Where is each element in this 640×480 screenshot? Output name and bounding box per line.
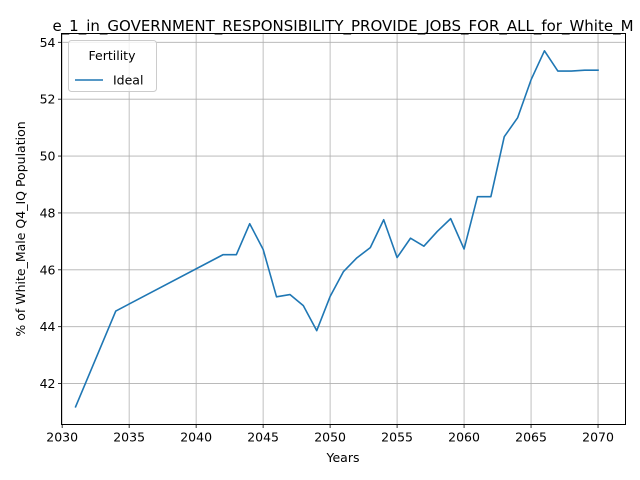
x-tick-label: 2065 [515,430,547,445]
y-tick-label: 50 [40,149,56,164]
y-tick-label: 52 [40,92,56,107]
chart-title: e_1_in_GOVERNMENT_RESPONSIBILITY_PROVIDE… [52,17,633,36]
x-tick-label: 2050 [314,430,346,445]
series-lines [74,50,599,408]
y-tick-label: 44 [40,319,56,334]
legend-label-ideal: Ideal [113,73,143,88]
series-line-ideal [74,50,599,408]
y-tick-label: 48 [40,205,56,220]
x-tick-label: 2055 [381,430,413,445]
y-tick-label: 46 [40,262,56,277]
axis-ticks: 2030 2035 2040 2045 2050 2055 2060 2065 2070 42 44… [40,35,614,445]
x-tick-label: 2070 [582,430,614,445]
x-tick-label: 2035 [113,430,145,445]
x-tick-label: 2060 [448,430,480,445]
grid-lines [61,33,626,425]
x-tick-label: 2040 [180,430,212,445]
y-axis-label: % of White_Male Q4_IQ Population [13,121,28,336]
x-axis-label: Years [326,450,360,465]
legend-title: Fertility [89,48,137,63]
plot-frame [61,33,626,425]
x-tick-label: 2045 [247,430,279,445]
y-tick-label: 54 [40,35,56,50]
legend: Fertility Ideal [68,40,157,92]
y-tick-label: 42 [40,376,56,391]
x-tick-label: 2030 [46,430,78,445]
legend-box [68,40,157,92]
